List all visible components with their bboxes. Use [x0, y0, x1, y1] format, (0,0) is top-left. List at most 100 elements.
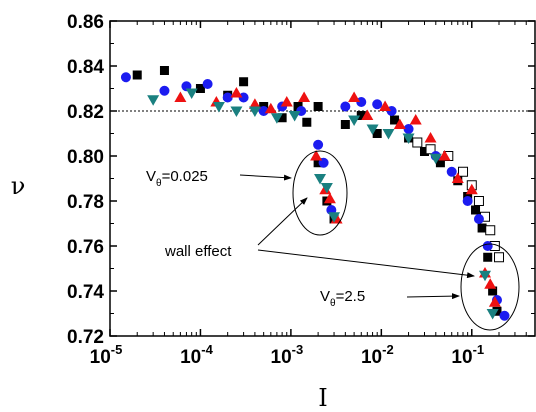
data-point-triangle-up [488, 296, 501, 307]
x-axis-label: I [318, 384, 327, 412]
data-point-triangle-up [393, 118, 406, 129]
annotation-ellipse-v1 [292, 150, 348, 236]
data-point-triangle-down [429, 153, 442, 165]
data-point-triangle-up [424, 132, 437, 143]
annotation-v2: Vθ=2.5 [320, 288, 365, 309]
data-point-open-square [494, 252, 505, 263]
data-point-triangle-up [280, 96, 293, 107]
data-point-square [132, 70, 142, 80]
data-point-circle [120, 72, 131, 83]
x-tick-label: 10-3 [271, 342, 304, 368]
annotation-ellipse-v2 [460, 243, 520, 331]
annotation-arrow-wall-2 [257, 249, 475, 279]
data-point-square [313, 158, 323, 168]
data-point-triangle-down [212, 102, 225, 113]
data-point-triangle-up [323, 192, 336, 204]
data-point-triangle-up [248, 98, 261, 109]
data-point-square [239, 77, 249, 87]
data-point-triangle-up [484, 278, 497, 289]
y-tick-label: 0.84 [67, 57, 104, 78]
data-point-triangle-down [348, 115, 361, 126]
data-point-triangle-down [288, 111, 301, 122]
data-point-triangle-down [248, 106, 261, 117]
data-point-open-square [458, 166, 469, 177]
y-tick-label: 0.82 [67, 102, 104, 123]
data-point-square [372, 129, 382, 138]
y-tick-label: 0.76 [67, 237, 104, 258]
y-tick-label: 0.86 [67, 12, 104, 33]
data-point-triangle-up [451, 172, 464, 183]
data-point-circle [473, 214, 484, 224]
data-point-square [195, 84, 205, 93]
data-point-triangle-down [185, 88, 198, 99]
data-point-circle [356, 97, 367, 107]
data-point-square [302, 117, 312, 127]
data-point-triangle-up [264, 102, 277, 114]
data-point-triangle-down [328, 212, 341, 223]
data-point-triangle-down [382, 129, 395, 140]
data-point-square [419, 147, 429, 156]
data-point-triangle-down [402, 133, 415, 144]
data-points [120, 66, 510, 321]
data-point-circle [446, 166, 457, 177]
data-point-triangle-up [465, 183, 478, 195]
y-tick-label: 0.72 [67, 327, 104, 348]
data-point-square [340, 120, 350, 129]
data-point-square [477, 223, 487, 233]
data-point-triangle-up [438, 150, 451, 161]
data-point-square [356, 111, 366, 120]
data-point-circle [403, 124, 414, 134]
x-tick-label: 10-1 [451, 342, 484, 368]
data-point-circle [340, 101, 351, 112]
data-point-square [159, 66, 169, 75]
data-point-square [471, 205, 481, 215]
data-point-triangle-up [174, 91, 187, 102]
data-point-open-square [485, 225, 496, 236]
x-tick-label: 10-5 [90, 342, 123, 368]
data-point-square [435, 158, 445, 168]
data-point-triangle-down [314, 174, 327, 185]
data-point-triangle-down [320, 183, 333, 194]
data-point-square [390, 115, 400, 125]
data-point-triangle-down [486, 309, 499, 320]
data-point-square [293, 102, 303, 111]
data-point-triangle-up [298, 91, 311, 102]
data-point-triangle-down [366, 124, 379, 135]
data-point-triangle-down [270, 113, 283, 124]
data-point-triangle-up [230, 87, 243, 98]
data-point-square [483, 252, 493, 262]
data-point-circle [238, 92, 249, 103]
data-point-open-square [412, 137, 423, 148]
data-point-square [313, 102, 323, 111]
data-point-triangle-up [409, 114, 422, 125]
data-point-triangle-down [147, 95, 160, 106]
annotation-wall-effect: wall effect [164, 243, 232, 260]
data-point-circle [222, 92, 233, 103]
y-tick-label: 0.80 [67, 147, 104, 168]
data-point-circle [462, 196, 473, 206]
data-point-triangle-up [310, 150, 323, 161]
data-point-triangle-up [379, 100, 392, 111]
y-tick-label: 0.74 [67, 282, 104, 303]
data-point-circle [499, 310, 510, 321]
data-point-circle [313, 139, 324, 150]
data-point-triangle-up [361, 109, 374, 120]
data-point-circle [258, 106, 269, 116]
annotation-arrow-wall-1 [257, 197, 308, 246]
y-tick-label: 0.78 [67, 192, 104, 213]
y-axis-label: ν [11, 172, 26, 200]
data-point-triangle-down [230, 106, 243, 117]
annotation-arrow-v2 [406, 293, 460, 300]
data-point-triangle-down [478, 270, 491, 282]
data-point-circle [159, 85, 170, 96]
x-tick-label: 10-4 [180, 342, 213, 368]
data-point-circle [202, 79, 213, 89]
data-point-circle [372, 99, 383, 110]
data-point-triangle-up [348, 91, 361, 102]
annotation-arrow-v1 [239, 174, 292, 181]
data-point-open-square [473, 196, 484, 206]
x-tick-label: 10-2 [361, 342, 394, 368]
annotation-v1: Vθ=0.025 [146, 168, 208, 189]
axis-ticks: 0.72 0.74 0.76 0.78 0.80 0.82 0.84 0.86 10-5 10-4… [67, 12, 536, 368]
